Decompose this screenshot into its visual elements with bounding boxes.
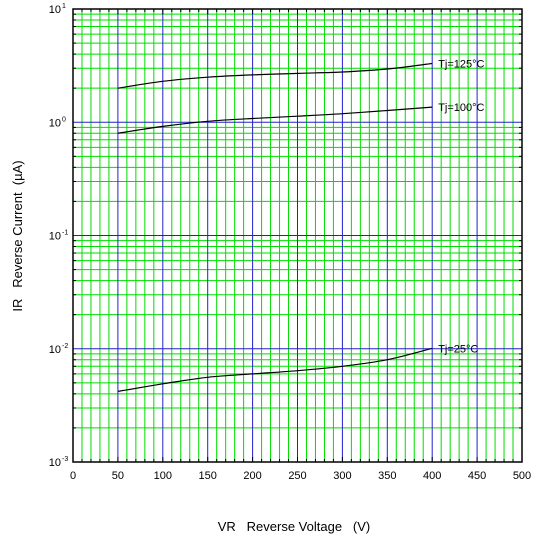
x-tick-label: 0 xyxy=(70,470,76,482)
y-tick-label: 10 xyxy=(49,4,61,16)
y-tick-label: 10 xyxy=(49,117,61,129)
major-grid xyxy=(73,9,522,462)
x-tick-label: 150 xyxy=(199,470,217,482)
plot-frame xyxy=(72,8,523,463)
series-label-0: Tj=125°C xyxy=(438,59,484,71)
x-tick-label: 400 xyxy=(423,470,441,482)
y-tick-exponent: -2 xyxy=(62,343,68,350)
x-axis-title: VR Reverse Voltage (V) xyxy=(218,519,370,534)
x-tick-label: 350 xyxy=(378,470,396,482)
x-tick-label: 100 xyxy=(154,470,172,482)
y-tick-label: 10 xyxy=(49,457,61,469)
y-tick-exponent: -1 xyxy=(62,230,68,237)
series-line-0 xyxy=(117,62,433,89)
y-tick-exponent: -3 xyxy=(62,456,68,463)
x-tick-label: 200 xyxy=(243,470,261,482)
series-curves xyxy=(117,62,433,392)
x-tick-label: 500 xyxy=(513,470,531,482)
series-line-2 xyxy=(117,347,433,392)
x-tick-label: 250 xyxy=(288,470,306,482)
y-axis-title: IR Reverse Current (µA) xyxy=(10,160,25,311)
y-tick-label: 10 xyxy=(49,231,61,243)
y-tick-label: 10 xyxy=(49,344,61,356)
x-tick-label: 50 xyxy=(112,470,124,482)
y-tick-exponent: 0 xyxy=(62,116,66,123)
series-line-1 xyxy=(117,106,433,134)
y-tick-exponent: 1 xyxy=(62,3,66,10)
series-labels: Tj=125°C Tj=100°C Tj=25°C xyxy=(438,59,484,356)
x-tick-labels: 0 50 100 150 200 250 300 350 400 450 500 xyxy=(70,470,531,482)
x-tick-label: 450 xyxy=(468,470,486,482)
x-tick-label: 300 xyxy=(333,470,351,482)
series-label-2: Tj=25°C xyxy=(438,343,478,355)
series-label-1: Tj=100°C xyxy=(438,102,484,114)
